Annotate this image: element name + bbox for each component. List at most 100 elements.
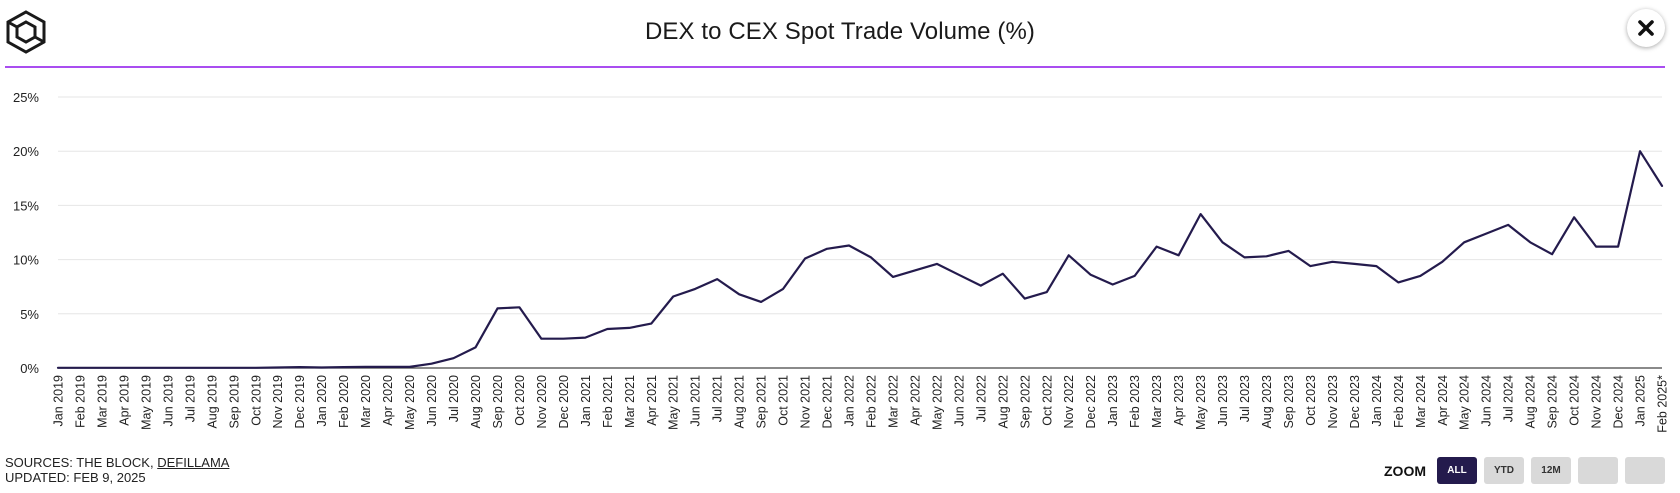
- updated-date: UPDATED: FEB 9, 2025: [5, 470, 146, 485]
- data-point: [957, 273, 961, 277]
- data-point: [495, 306, 499, 310]
- x-tick-label: Jul 2020: [447, 375, 461, 422]
- x-tick-label: Jan 2025: [1634, 375, 1648, 426]
- x-tick-label: Oct 2024: [1568, 375, 1582, 426]
- data-point: [1023, 297, 1027, 301]
- x-tick-label: Oct 2021: [777, 375, 791, 426]
- x-tick-label: Jan 2020: [315, 375, 329, 426]
- data-point: [1177, 253, 1181, 257]
- zoom-12m-button[interactable]: 12M: [1531, 457, 1571, 484]
- data-point: [232, 366, 236, 370]
- x-tick-label: Sep 2019: [227, 375, 241, 429]
- x-tick-label: Nov 2023: [1326, 375, 1340, 429]
- data-point: [276, 365, 280, 369]
- x-tick-label: Aug 2019: [205, 375, 219, 429]
- x-tick-label: Jun 2019: [161, 375, 175, 426]
- data-point: [1462, 240, 1466, 244]
- x-tick-label: Apr 2020: [381, 375, 395, 426]
- x-tick-label: Aug 2021: [733, 375, 747, 429]
- the-block-logo-icon: [4, 10, 48, 54]
- sources-note: SOURCES: THE BLOCK, DEFILLAMA UPDATED: F…: [5, 455, 229, 485]
- x-tick-label: Dec 2021: [821, 375, 835, 429]
- x-tick-label: Aug 2022: [996, 375, 1010, 429]
- data-point: [1155, 245, 1159, 249]
- data-point: [1418, 274, 1422, 278]
- data-point: [605, 327, 609, 331]
- data-point: [1221, 240, 1225, 244]
- x-tick-label: Nov 2024: [1590, 375, 1604, 429]
- x-tick-label: Feb 2025*: [1656, 375, 1670, 433]
- x-tick-label: Jul 2023: [1238, 375, 1252, 422]
- data-point: [1440, 260, 1444, 264]
- data-point: [166, 366, 170, 370]
- data-point: [144, 366, 148, 370]
- data-point: [1089, 273, 1093, 277]
- x-tick-label: Jan 2022: [843, 375, 857, 426]
- x-tick-label: Feb 2019: [73, 375, 87, 428]
- data-point: [1286, 249, 1290, 253]
- data-point: [452, 356, 456, 360]
- zoom-all-button[interactable]: ALL: [1437, 457, 1477, 484]
- close-button[interactable]: [1627, 9, 1665, 47]
- zoom-extra-button-1[interactable]: [1578, 457, 1618, 484]
- data-point: [1001, 272, 1005, 276]
- y-tick-label: 20%: [13, 144, 39, 159]
- data-point: [583, 336, 587, 340]
- data-point: [803, 257, 807, 261]
- chart-title: DEX to CEX Spot Trade Volume (%): [644, 18, 1036, 45]
- data-point: [1243, 255, 1247, 259]
- data-point: [561, 337, 565, 341]
- data-point: [891, 275, 895, 279]
- data-point: [539, 337, 543, 341]
- zoom-ytd-button[interactable]: YTD: [1484, 457, 1524, 484]
- data-point: [847, 244, 851, 248]
- data-point: [715, 277, 719, 281]
- data-point: [671, 294, 675, 298]
- data-point: [1111, 283, 1115, 287]
- data-point: [1616, 245, 1620, 249]
- zoom-extra-button-2[interactable]: [1625, 457, 1665, 484]
- x-tick-label: Mar 2023: [1150, 375, 1164, 428]
- data-point: [627, 326, 631, 330]
- x-tick-label: May 2024: [1458, 375, 1472, 430]
- x-tick-label: Mar 2020: [359, 375, 373, 428]
- x-tick-label: Jun 2023: [1216, 375, 1230, 426]
- x-tick-label: Dec 2020: [557, 375, 571, 429]
- x-tick-label: Oct 2022: [1040, 375, 1054, 426]
- data-point: [1638, 149, 1642, 153]
- x-tick-label: Aug 2023: [1260, 375, 1274, 429]
- x-tick-label: Jun 2022: [952, 375, 966, 426]
- x-tick-label: May 2022: [930, 375, 944, 430]
- x-tick-label: Apr 2022: [908, 375, 922, 426]
- data-point: [320, 365, 324, 369]
- zoom-label: ZOOM: [1384, 462, 1426, 479]
- x-tick-label: Feb 2023: [1128, 375, 1142, 428]
- series-line: [56, 150, 1664, 369]
- data-point: [56, 366, 60, 370]
- x-tick-label: Jan 2021: [579, 375, 593, 426]
- defillama-link[interactable]: DEFILLAMA: [157, 455, 230, 470]
- data-point: [386, 365, 390, 369]
- data-point: [188, 366, 192, 370]
- x-tick-label: Nov 2019: [271, 375, 285, 429]
- data-point: [78, 366, 82, 370]
- x-tick-label: Jul 2024: [1502, 375, 1516, 422]
- data-point: [517, 305, 521, 309]
- x-tick-label: Jun 2024: [1480, 375, 1494, 426]
- data-point: [100, 366, 104, 370]
- data-point: [1067, 253, 1071, 257]
- data-point: [254, 366, 258, 370]
- x-tick-label: Sep 2020: [491, 375, 505, 429]
- y-tick-label: 5%: [20, 307, 39, 322]
- title-divider: [5, 66, 1665, 68]
- x-tick-label: Dec 2019: [293, 375, 307, 429]
- data-point: [473, 345, 477, 349]
- data-point: [1045, 290, 1049, 294]
- data-point: [1374, 264, 1378, 268]
- data-point: [1133, 274, 1137, 278]
- data-point: [1550, 252, 1554, 256]
- data-point: [935, 262, 939, 266]
- data-point: [693, 287, 697, 291]
- data-point: [737, 292, 741, 296]
- y-tick-label: 25%: [13, 90, 39, 105]
